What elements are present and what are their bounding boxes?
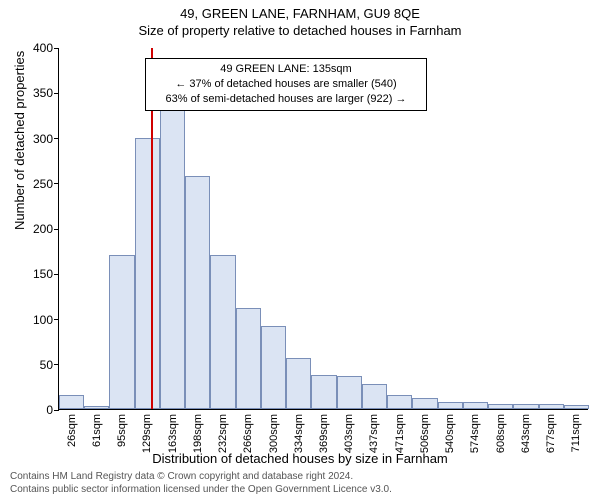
ytick-mark [54,229,59,230]
xtick-label: 198sqm [192,414,204,453]
footer-line2: Contains public sector information licen… [10,484,392,497]
info-box-line2: ← 37% of detached houses are smaller (54… [152,77,420,92]
ytick-label: 400 [13,41,53,55]
xtick-label: 26sqm [66,414,78,447]
xtick-label: 608sqm [495,414,507,453]
info-box-line3: 63% of semi-detached houses are larger (… [152,92,420,107]
histogram-bar [185,176,210,409]
histogram-bar [387,395,412,409]
xtick-label: 369sqm [318,414,330,453]
ytick-label: 100 [13,313,53,327]
xtick-label: 677sqm [545,414,557,453]
ytick-mark [54,364,59,365]
info-box: 49 GREEN LANE: 135sqm← 37% of detached h… [145,58,427,111]
chart-container: 49, GREEN LANE, FARNHAM, GU9 8QE Size of… [0,0,600,500]
histogram-bar [261,326,286,409]
xtick-label: 403sqm [343,414,355,453]
chart-title-line2: Size of property relative to detached ho… [0,21,600,38]
plot-region: 05010015020025030035040026sqm61sqm95sqm1… [58,48,588,410]
histogram-bar [84,406,109,409]
ytick-label: 150 [13,267,53,281]
histogram-bar [210,255,235,409]
ytick-label: 0 [13,403,53,417]
ytick-mark [54,138,59,139]
xtick-label: 300sqm [268,414,280,453]
xtick-label: 506sqm [419,414,431,453]
histogram-bar [160,110,185,409]
histogram-bar [539,404,564,409]
histogram-bar [109,255,134,409]
footer-line1: Contains HM Land Registry data © Crown c… [10,471,392,484]
xtick-label: 643sqm [520,414,532,453]
xtick-label: 129sqm [141,414,153,453]
ytick-mark [54,48,59,49]
ytick-label: 300 [13,132,53,146]
ytick-mark [54,319,59,320]
xtick-label: 232sqm [217,414,229,453]
xtick-label: 61sqm [91,414,103,447]
xtick-label: 95sqm [116,414,128,447]
xtick-label: 471sqm [394,414,406,453]
xtick-label: 334sqm [293,414,305,453]
xtick-label: 437sqm [368,414,380,453]
chart-area: 05010015020025030035040026sqm61sqm95sqm1… [58,48,588,410]
histogram-bar [412,398,437,409]
xtick-label: 574sqm [469,414,481,453]
histogram-bar [59,395,84,409]
ytick-label: 50 [13,358,53,372]
ytick-mark [54,93,59,94]
histogram-bar [135,138,160,410]
ytick-label: 200 [13,222,53,236]
xtick-label: 163sqm [167,414,179,453]
histogram-bar [286,358,311,409]
histogram-bar [463,402,488,409]
histogram-bar [362,384,387,409]
histogram-bar [513,404,538,409]
ytick-mark [54,410,59,411]
histogram-bar [311,375,336,409]
info-box-line1: 49 GREEN LANE: 135sqm [152,62,420,77]
footer-attribution: Contains HM Land Registry data © Crown c… [10,471,392,496]
histogram-bar [488,404,513,409]
ytick-label: 250 [13,177,53,191]
ytick-mark [54,274,59,275]
histogram-bar [438,402,463,409]
x-axis-title: Distribution of detached houses by size … [0,451,600,466]
ytick-mark [54,183,59,184]
xtick-label: 540sqm [444,414,456,453]
histogram-bar [236,308,261,409]
histogram-bar [337,376,362,409]
xtick-label: 711sqm [570,414,582,452]
ytick-label: 350 [13,86,53,100]
xtick-label: 266sqm [242,414,254,453]
histogram-bar [564,405,589,409]
chart-title-line1: 49, GREEN LANE, FARNHAM, GU9 8QE [0,0,600,21]
